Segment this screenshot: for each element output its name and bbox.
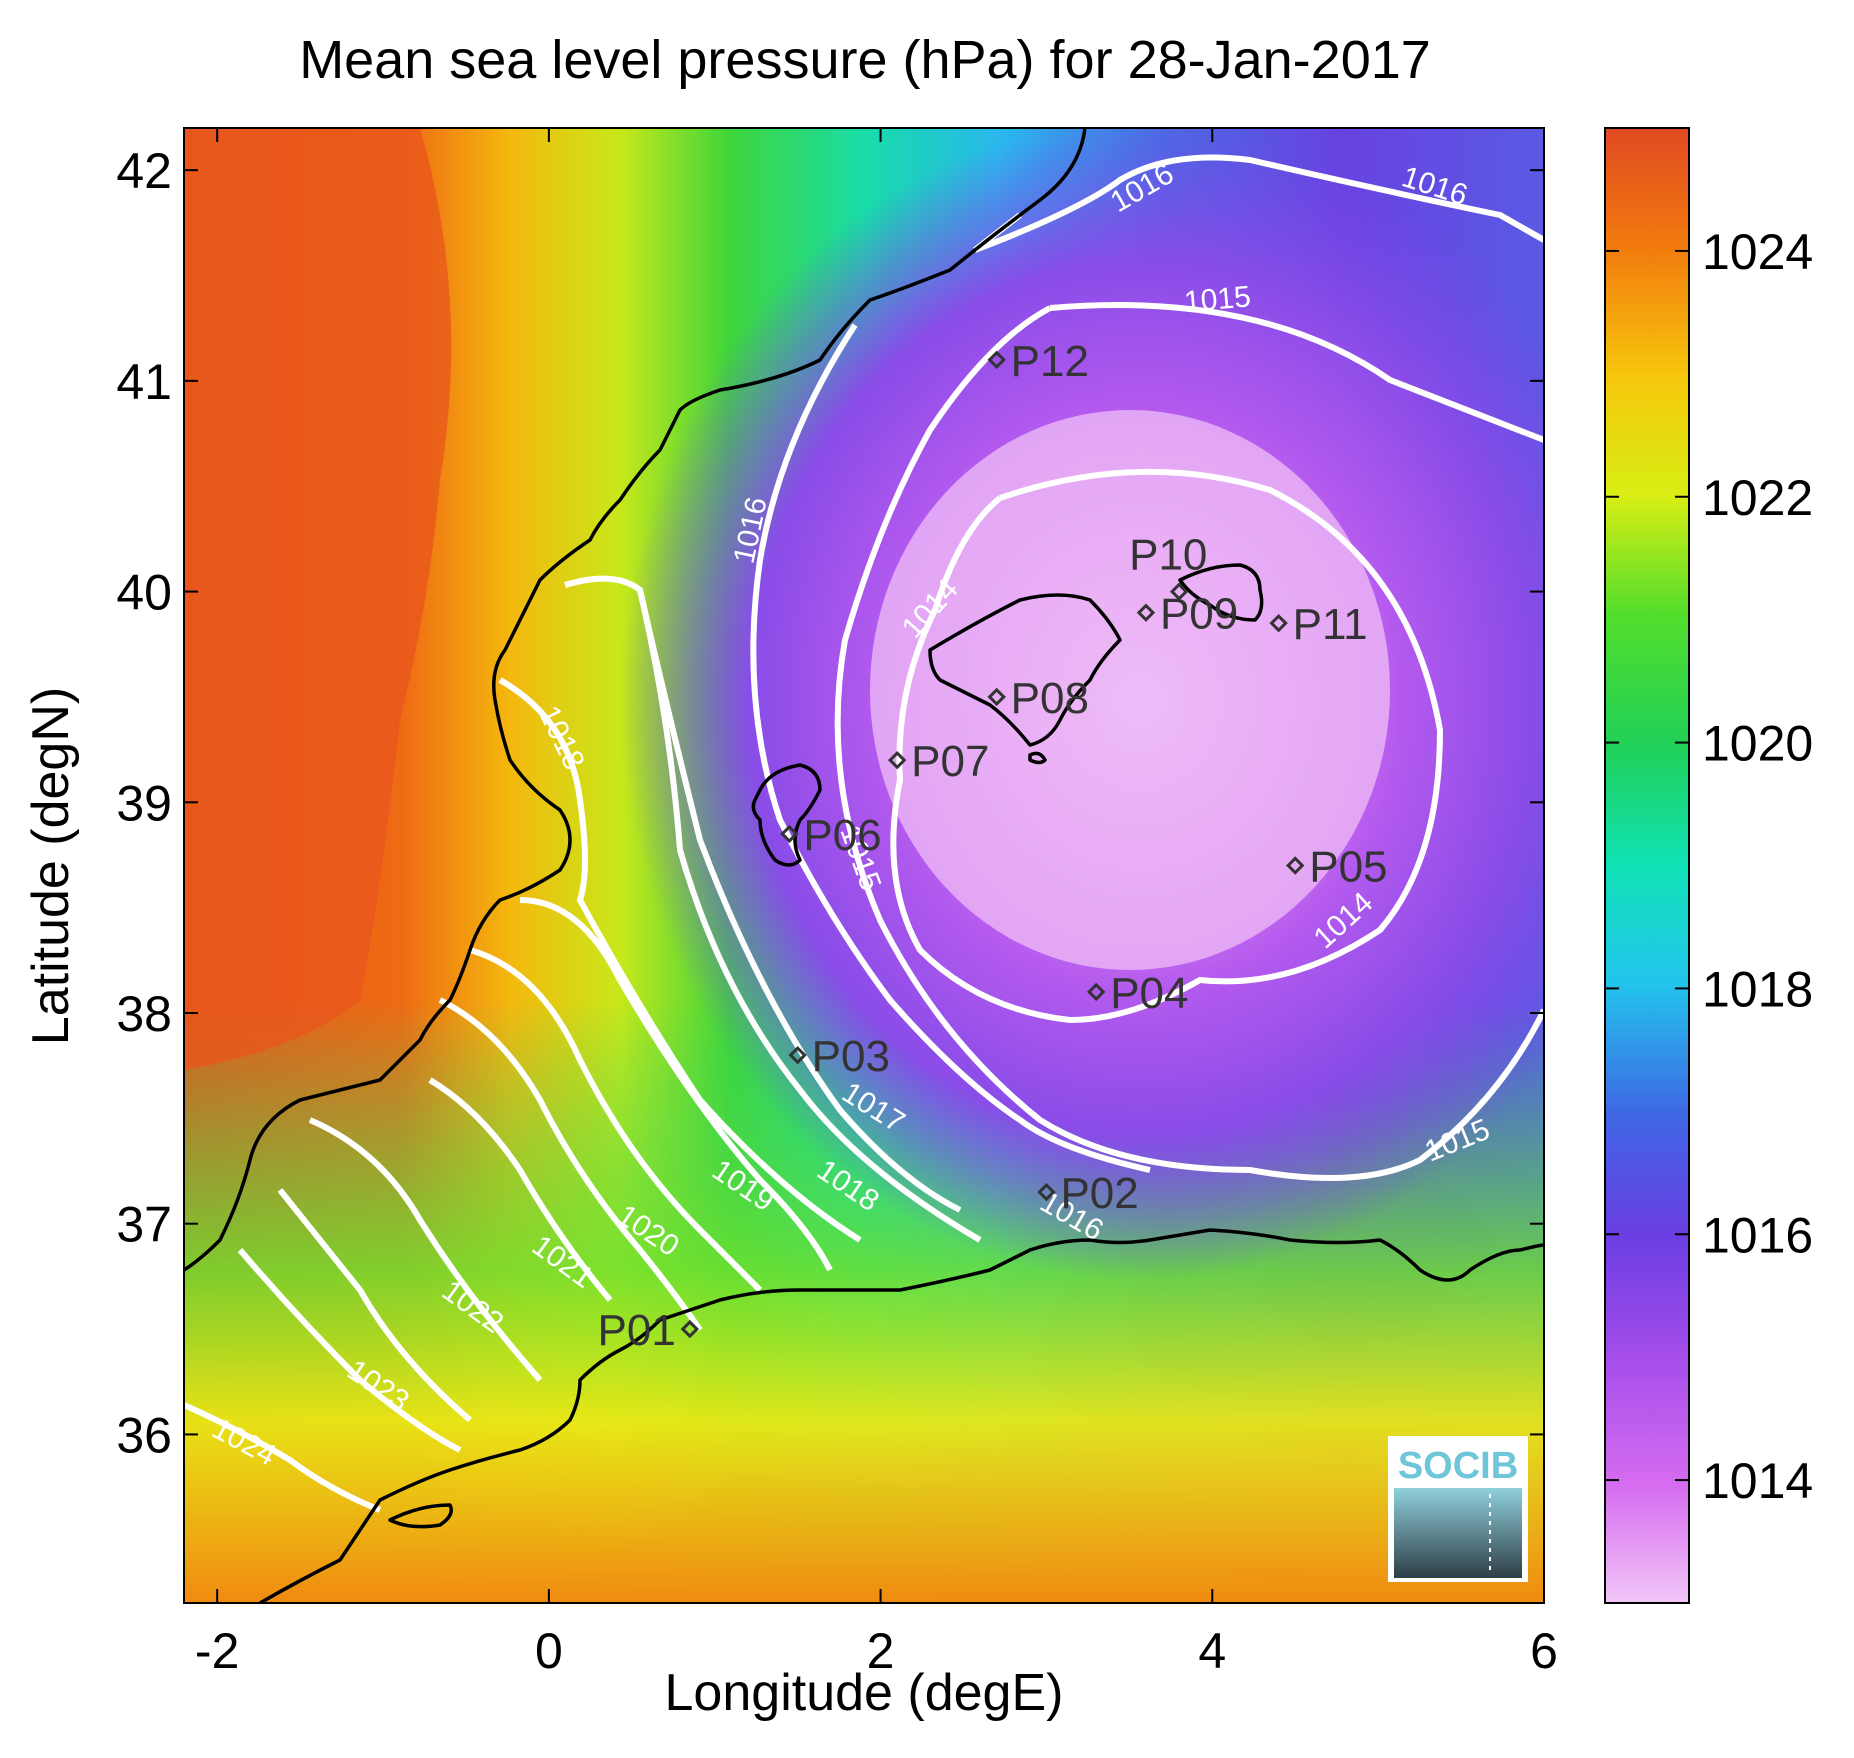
socib-logo: SOCIB	[1388, 1436, 1528, 1582]
station-marker	[1169, 582, 1189, 601]
plot-frame	[183, 127, 1545, 1604]
station-label: P02	[1060, 1169, 1138, 1218]
station-label: P10	[1129, 531, 1207, 580]
coast-iberia	[184, 128, 1087, 1272]
plot-area	[184, 128, 1544, 1603]
station-marker	[887, 750, 907, 770]
colorbar-ticks: 1024 1022 1020 1018 1016 1014	[1605, 224, 1813, 1509]
y-tick-label: 36	[116, 1407, 172, 1463]
island-ibiza	[751, 763, 822, 867]
contour-1024	[184, 1402, 382, 1513]
y-axis-ticks: 42 41 40 39 38 37 36	[116, 143, 1544, 1463]
pressure-field-west-high	[184, 128, 452, 1070]
x-tick-label: 6	[1530, 1623, 1558, 1679]
contour-1017	[637, 589, 962, 1213]
station-marker	[1286, 856, 1305, 875]
x-tick-label: 0	[535, 1623, 563, 1679]
colorbar-tick-label: 1014	[1702, 1453, 1813, 1509]
contour-1015	[834, 302, 1544, 1181]
contour-1019	[519, 897, 833, 1272]
logo-text: SOCIB	[1398, 1445, 1518, 1487]
station-label: P11	[1293, 600, 1368, 649]
coastlines	[184, 128, 1544, 1603]
y-axis-label: Latitude (degN)	[22, 687, 80, 1045]
contour-1023b	[237, 1248, 462, 1453]
contour-1016-west	[564, 575, 982, 1243]
station-label: P12	[1011, 337, 1089, 386]
station-marker	[1037, 1182, 1056, 1202]
contour-label: 1015	[1183, 280, 1252, 319]
island-menorca	[1178, 563, 1264, 622]
y-tick-label: 38	[116, 986, 172, 1042]
chart-title: Mean sea level pressure (hPa) for 28-Jan…	[299, 30, 1431, 90]
contour-1021	[438, 997, 703, 1332]
x-axis-label: Longitude (degE)	[665, 1664, 1064, 1722]
y-tick-label: 41	[116, 354, 172, 410]
contour-1021b	[428, 1077, 613, 1302]
colorbar: 1024 1022 1020 1018 1016 1014	[1604, 127, 1813, 1604]
station-label: P04	[1110, 969, 1188, 1018]
x-tick-label: 4	[1198, 1623, 1226, 1679]
contour-1014	[890, 468, 1444, 1024]
x-tick-label: -2	[195, 1623, 239, 1679]
y-tick-label: 37	[116, 1197, 172, 1253]
island-mallorca	[928, 593, 1122, 747]
contour-1018	[498, 677, 862, 1243]
station-label: P03	[812, 1032, 890, 1081]
island-alboran	[388, 1503, 453, 1529]
station-marker	[788, 1045, 807, 1065]
station-marker	[780, 824, 799, 844]
station-marker	[987, 350, 1006, 369]
x-axis-ticks: -2 0 2 4 6	[195, 128, 1558, 1679]
station-label: P07	[911, 737, 989, 786]
colorbar-tick-label: 1018	[1702, 961, 1813, 1017]
station-label: P06	[803, 811, 881, 860]
contour-1020	[469, 947, 763, 1293]
y-tick-label: 40	[116, 565, 172, 621]
colorbar-tick-label: 1020	[1702, 716, 1813, 772]
station-label: P01	[598, 1306, 676, 1355]
station-marker	[1269, 613, 1288, 633]
station-marker	[987, 687, 1006, 707]
colorbar-tick-label: 1022	[1702, 470, 1813, 526]
x-tick-label: 2	[867, 1623, 895, 1679]
contour-1023	[277, 1188, 472, 1423]
island-cabrera	[1028, 751, 1047, 765]
y-tick-label: 39	[116, 775, 172, 831]
pressure-field-core	[870, 410, 1390, 970]
station-marker	[1136, 603, 1156, 622]
station-label: P05	[1309, 843, 1387, 892]
station-markers: P01 P02 P03 P04 P05 P06 P07 P08 P09 P10 P11 P12	[598, 337, 1388, 1355]
contour-1016	[750, 154, 1544, 1173]
colorbar-tick-label: 1024	[1702, 224, 1813, 280]
colorbar-tick-label: 1016	[1702, 1207, 1813, 1263]
y-tick-label: 42	[116, 143, 172, 199]
station-label: P09	[1160, 590, 1238, 639]
contour-lines	[184, 154, 1544, 1513]
coast-africa	[259, 1228, 1544, 1603]
colorbar-gradient	[1604, 127, 1690, 1604]
contour-1022	[308, 1117, 543, 1382]
station-marker	[680, 1319, 700, 1339]
station-label: P08	[1011, 674, 1089, 723]
station-marker	[1087, 982, 1106, 1002]
